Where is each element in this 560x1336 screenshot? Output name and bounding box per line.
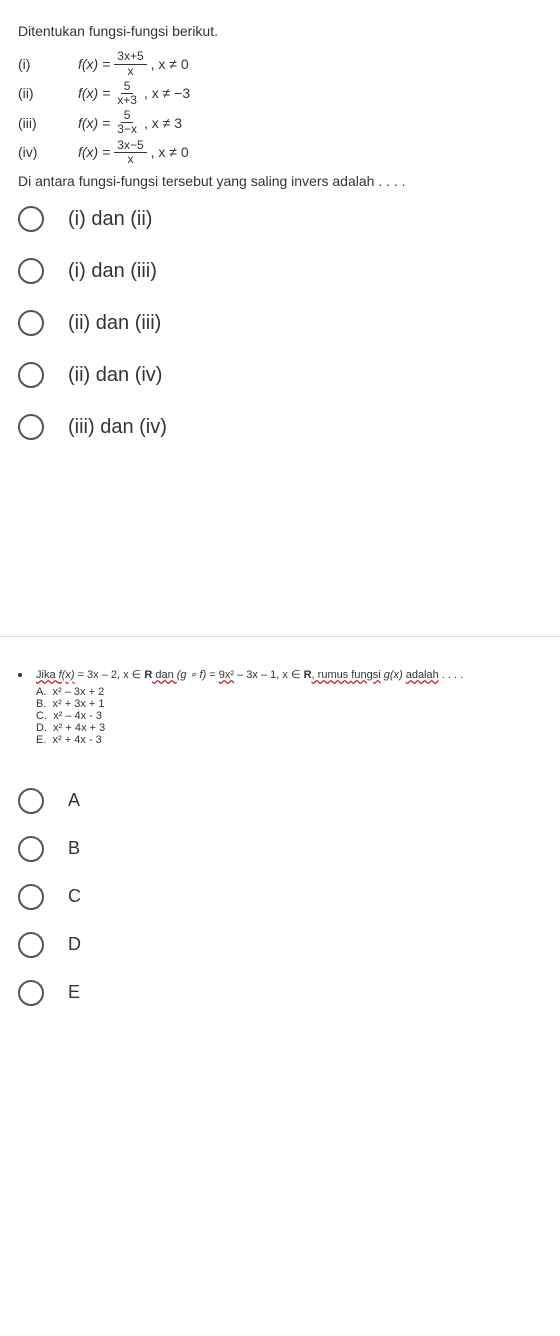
radio-icon[interactable]: [18, 258, 44, 284]
func-row-1: (i) f(x) = 3x+5 x , x ≠ 0: [18, 50, 542, 77]
func-lhs: f(x) =: [78, 115, 110, 131]
fraction: 3x+5 x: [114, 50, 146, 77]
func-num: (iii): [18, 115, 78, 131]
func-cond: , x ≠ −3: [144, 85, 190, 101]
func-cond: , x ≠ 0: [151, 144, 189, 160]
radio-icon[interactable]: [18, 884, 44, 910]
option-label: (iii) dan (iv): [68, 416, 167, 439]
bullet-icon: [18, 673, 22, 677]
option-label: A: [68, 790, 80, 811]
option-label: (ii) dan (iii): [68, 312, 161, 335]
radio-icon[interactable]: [18, 310, 44, 336]
q1-functions: (i) f(x) = 3x+5 x , x ≠ 0 (ii) f(x) = 5 …: [18, 50, 542, 166]
option-2[interactable]: (i) dan (iii): [18, 258, 542, 284]
divider: [0, 636, 560, 637]
option-label: (i) dan (iii): [68, 260, 157, 283]
radio-icon[interactable]: [18, 414, 44, 440]
option-label: (i) dan (ii): [68, 208, 152, 231]
option-label: B: [68, 838, 80, 859]
radio-icon[interactable]: [18, 206, 44, 232]
option-5[interactable]: (iii) dan (iv): [18, 414, 542, 440]
func-row-4: (iv) f(x) = 3x−5 x , x ≠ 0: [18, 139, 542, 166]
func-num: (iv): [18, 144, 78, 160]
func-num: (i): [18, 56, 78, 72]
option-label: E: [68, 982, 80, 1003]
option-b[interactable]: B: [18, 836, 542, 862]
func-cond: , x ≠ 0: [151, 56, 189, 72]
radio-icon[interactable]: [18, 836, 44, 862]
func-row-2: (ii) f(x) = 5 x+3 , x ≠ −3: [18, 80, 542, 107]
func-cond: , x ≠ 3: [144, 115, 182, 131]
fraction: 5 x+3: [114, 80, 140, 107]
option-d[interactable]: D: [18, 932, 542, 958]
q2-options: A B C D E: [18, 788, 542, 1006]
func-row-3: (iii) f(x) = 5 3−x , x ≠ 3: [18, 109, 542, 136]
fraction: 3x−5 x: [114, 139, 146, 166]
option-label: D: [68, 934, 81, 955]
func-num: (ii): [18, 85, 78, 101]
q2-inline-opts: A. x² – 3x + 2 B. x² + 3x + 1 C. x² – 4x…: [36, 686, 463, 746]
option-label: C: [68, 886, 81, 907]
option-3[interactable]: (ii) dan (iii): [18, 310, 542, 336]
radio-icon[interactable]: [18, 788, 44, 814]
option-c[interactable]: C: [18, 884, 542, 910]
fraction: 5 3−x: [114, 109, 140, 136]
q1-stem-out: Di antara fungsi-fungsi tersebut yang sa…: [18, 170, 542, 192]
q2-stem: Jika f(x) = 3x – 2, x ∈ R dan (g ∘ f) = …: [18, 667, 542, 746]
func-lhs: f(x) =: [78, 56, 110, 72]
option-a[interactable]: A: [18, 788, 542, 814]
option-label: (ii) dan (iv): [68, 364, 162, 387]
func-lhs: f(x) =: [78, 85, 110, 101]
q1-stem-intro: Ditentukan fungsi-fungsi berikut.: [18, 20, 542, 42]
q1-options: (i) dan (ii) (i) dan (iii) (ii) dan (iii…: [18, 206, 542, 440]
option-e[interactable]: E: [18, 980, 542, 1006]
radio-icon[interactable]: [18, 980, 44, 1006]
option-4[interactable]: (ii) dan (iv): [18, 362, 542, 388]
radio-icon[interactable]: [18, 362, 44, 388]
func-lhs: f(x) =: [78, 144, 110, 160]
option-1[interactable]: (i) dan (ii): [18, 206, 542, 232]
radio-icon[interactable]: [18, 932, 44, 958]
